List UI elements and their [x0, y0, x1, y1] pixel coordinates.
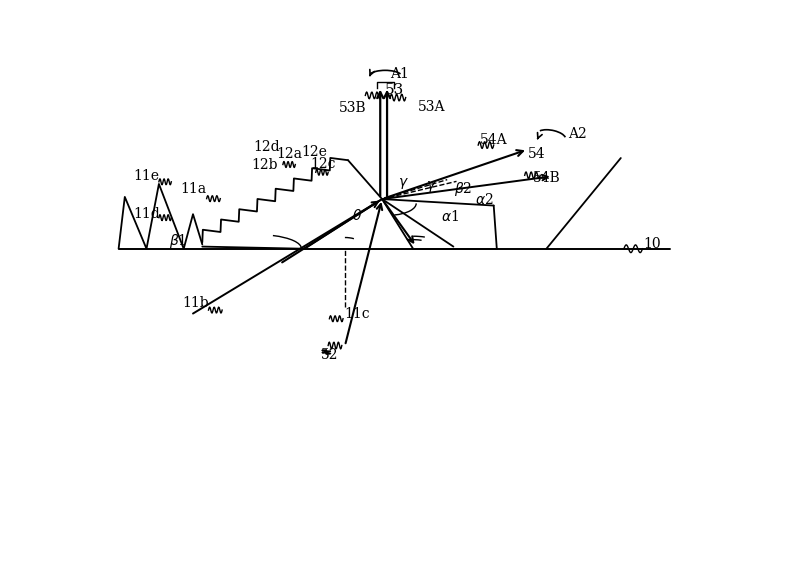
Text: 10: 10: [643, 237, 661, 251]
Text: 54A: 54A: [480, 133, 507, 147]
Text: 11c: 11c: [345, 307, 370, 321]
Text: 53A: 53A: [418, 100, 446, 114]
Text: $\alpha$2: $\alpha$2: [475, 192, 494, 208]
Text: $\beta$1: $\beta$1: [169, 232, 186, 250]
Text: $\theta$: $\theta$: [352, 208, 362, 223]
Text: 11d: 11d: [133, 207, 160, 221]
Text: A1: A1: [390, 67, 409, 81]
Text: $\gamma$: $\gamma$: [398, 177, 410, 191]
Text: $\gamma$: $\gamma$: [426, 179, 437, 194]
Text: 52: 52: [321, 348, 338, 362]
Text: 11b: 11b: [182, 296, 210, 310]
Text: 11e: 11e: [134, 169, 159, 183]
Text: 12c: 12c: [310, 157, 336, 171]
Text: 54B: 54B: [533, 171, 560, 185]
Text: 12e: 12e: [301, 145, 327, 159]
Text: $\beta$2: $\beta$2: [454, 180, 472, 198]
Text: 12d: 12d: [253, 140, 279, 154]
Text: 53B: 53B: [339, 102, 366, 116]
Text: $\alpha$1: $\alpha$1: [442, 209, 459, 224]
Text: 53: 53: [385, 83, 404, 97]
Text: 12b: 12b: [251, 158, 278, 172]
Text: 11a: 11a: [180, 182, 206, 196]
Text: 12a: 12a: [276, 147, 302, 160]
Text: A2: A2: [568, 127, 586, 141]
Text: 54: 54: [528, 147, 546, 160]
